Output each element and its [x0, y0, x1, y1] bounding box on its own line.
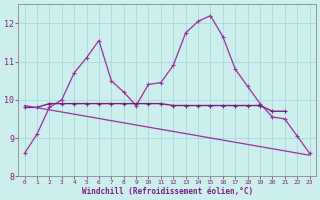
X-axis label: Windchill (Refroidissement éolien,°C): Windchill (Refroidissement éolien,°C)	[82, 187, 253, 196]
